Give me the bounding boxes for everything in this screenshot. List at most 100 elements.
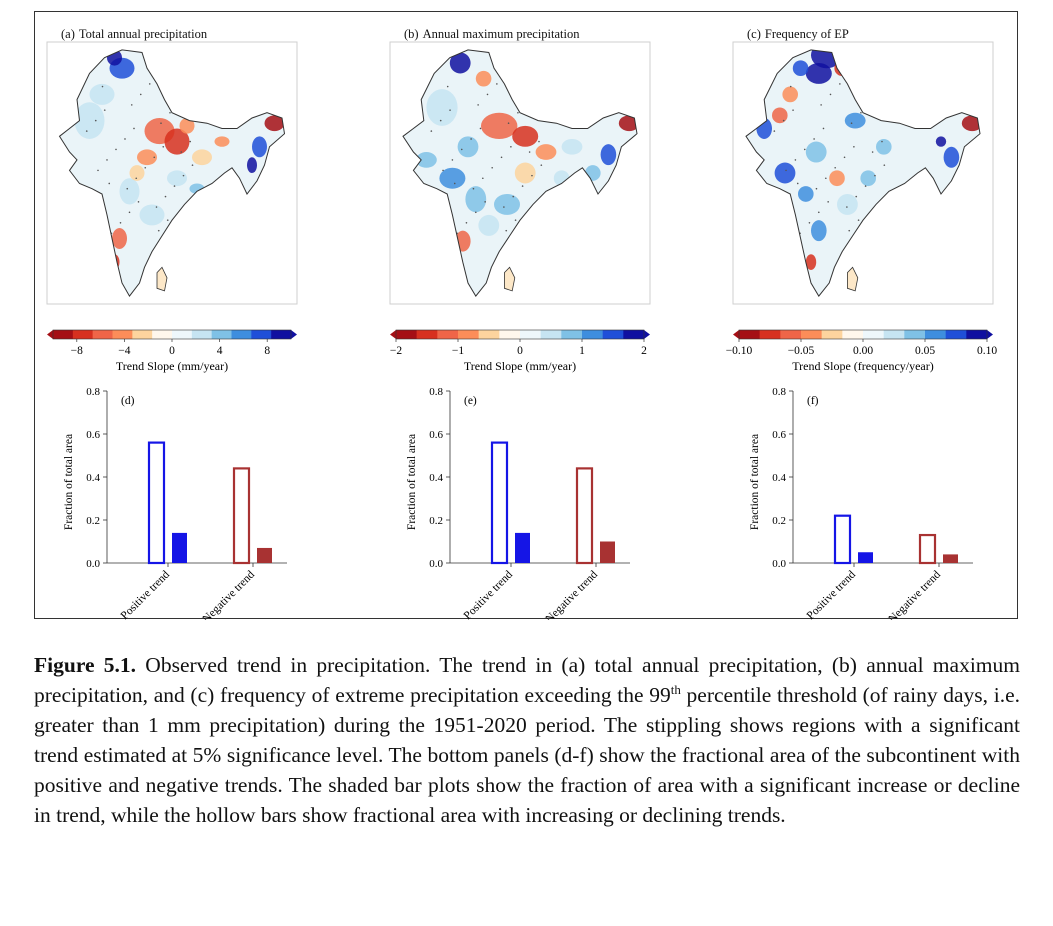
category-label: Positive trend	[462, 568, 516, 620]
stipple-dot	[864, 185, 867, 187]
stipple-dot	[97, 169, 99, 172]
stipple-dot	[484, 201, 486, 203]
colorbar-segment	[112, 330, 133, 339]
hollow-bar	[575, 467, 594, 565]
colorbar-segment	[925, 330, 946, 339]
trend-cell	[494, 193, 520, 215]
colorbar-segment	[863, 330, 884, 339]
stipple-dot	[155, 206, 158, 208]
figure-caption: Figure 5.1. Observed trend in precipitat…	[34, 650, 1020, 830]
trend-cell	[837, 193, 858, 215]
trend-cell	[112, 228, 127, 249]
colorbar-segment	[458, 330, 479, 339]
stipple-dot	[442, 169, 444, 172]
stipple-dot	[115, 148, 117, 151]
hollow-bar	[147, 441, 166, 565]
stipple-dot	[818, 211, 820, 214]
trend-cell	[164, 128, 190, 155]
stipple-dot	[871, 151, 874, 153]
stipple-dot	[101, 85, 104, 88]
stipple-dot	[491, 166, 493, 169]
trend-cell	[449, 52, 471, 74]
y-tick-label: 0.0	[86, 558, 100, 570]
trend-field	[74, 49, 285, 270]
colorbar-segment	[132, 330, 153, 339]
trend-cell	[514, 162, 536, 184]
filled-bar	[515, 532, 530, 563]
colorbar-arrow-left	[390, 330, 396, 339]
trend-cell	[512, 125, 539, 147]
caption-text-continued: percentile threshold (of rainy days, i.e…	[34, 683, 1020, 827]
colorbar-segment	[271, 330, 292, 339]
trend-cell	[192, 149, 212, 166]
y-tick-label: 0.6	[86, 429, 100, 441]
panel-letter: (a)	[61, 27, 75, 41]
stipple-dot	[507, 122, 510, 125]
stipple-dot	[853, 146, 855, 148]
stipple-dot	[883, 164, 886, 166]
colorbar-tick-label: 0.05	[915, 345, 935, 357]
map-title: (a) Total annual precipitation	[61, 27, 208, 41]
stipple-dot	[829, 93, 832, 96]
trend-cell	[561, 138, 583, 155]
stipple-dot	[108, 182, 111, 185]
hollow-bar	[490, 441, 509, 565]
colorbar-tick-label: −2	[390, 345, 402, 357]
colorbar-segment	[499, 330, 521, 339]
colorbar-segment	[231, 330, 252, 339]
stipple-dot	[789, 85, 792, 88]
stipple-dot	[144, 166, 147, 169]
country-outline	[745, 49, 981, 297]
stipple-dot	[130, 104, 133, 106]
colorbar-tick-label: 0	[169, 345, 175, 357]
x-tick-label: Positive trend	[462, 568, 516, 622]
stipple-dot	[857, 219, 860, 221]
trend-cell	[600, 144, 617, 166]
island-outline	[503, 266, 516, 292]
stipple-dot	[472, 187, 475, 190]
stipple-dot	[848, 229, 851, 232]
trend-cell	[481, 112, 518, 139]
trend-cell	[139, 204, 165, 226]
y-axis-label: Fraction of total area	[63, 434, 75, 530]
y-tick-label: 0.4	[86, 472, 100, 484]
stipple-dot	[531, 174, 533, 177]
trend-cell	[535, 144, 557, 160]
category-label: Positive trend	[119, 568, 173, 620]
stipple-dot	[126, 187, 129, 190]
stipple-dot	[874, 174, 876, 177]
stipple-dot	[850, 122, 853, 125]
stipple-dot	[843, 156, 846, 159]
colorbar-tick-label: 4	[217, 345, 223, 357]
y-axis-label: Fraction of total area	[406, 434, 418, 530]
stipple-dot	[85, 130, 88, 132]
stipple-dot	[119, 221, 122, 224]
colorbar-segment	[904, 330, 926, 339]
stipple-dot	[517, 111, 519, 114]
trend-cell	[792, 60, 809, 77]
bar-panel-e: 0.0 0.2 0.4 0.6 0.8 (e) Fraction of total area…	[406, 386, 630, 625]
trend-cell	[811, 220, 827, 242]
stipple-dot	[785, 169, 787, 172]
stipple-dot	[135, 177, 138, 180]
stipple-dot	[803, 148, 806, 151]
filled-bar	[600, 541, 615, 563]
country-outline	[402, 49, 638, 297]
colorbar-segment	[478, 330, 500, 339]
trend-cell	[943, 146, 960, 168]
stipple-dot	[500, 156, 503, 159]
trend-cell	[829, 170, 845, 187]
colorbar-segment	[821, 330, 843, 339]
hollow-bar	[918, 533, 937, 565]
colorbar-tick-label: −4	[118, 345, 130, 357]
y-axis-label: Fraction of total area	[749, 434, 761, 530]
colorbar-tick-label: −0.05	[788, 345, 815, 357]
panel-letter: (f)	[807, 395, 819, 407]
caption-superscript: th	[670, 681, 681, 697]
stipple-dot	[792, 109, 794, 111]
stipple-dot	[855, 195, 858, 198]
stipple-dot	[189, 140, 192, 143]
panel-letter: (c)	[747, 27, 761, 41]
stipple-dot	[521, 185, 524, 187]
colorbar-segment	[739, 330, 760, 339]
